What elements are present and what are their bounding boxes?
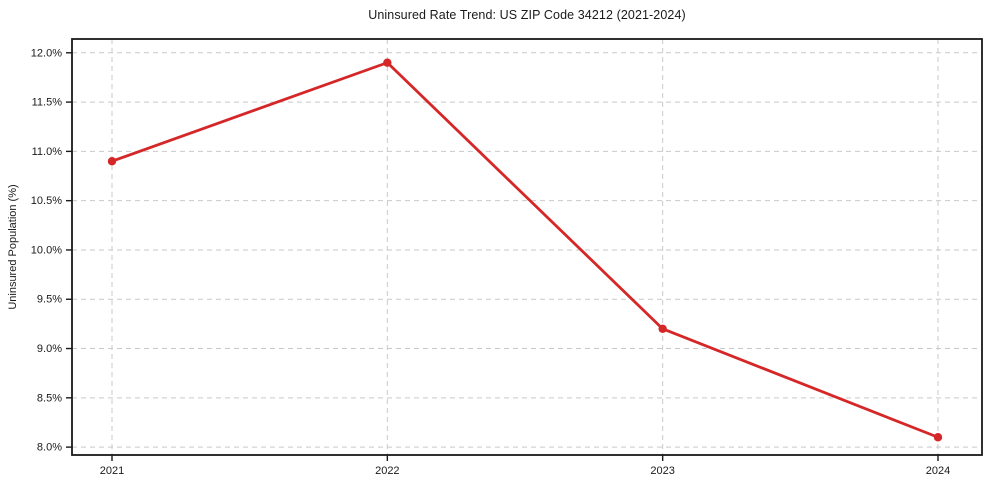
data-point xyxy=(658,324,667,334)
chart-title: Uninsured Rate Trend: US ZIP Code 34212 … xyxy=(368,8,686,22)
data-point xyxy=(107,157,117,166)
y-tick-label: 10.0% xyxy=(31,244,62,256)
y-tick-label: 11.0% xyxy=(32,146,63,158)
y-tick-label: 9.0% xyxy=(37,343,62,355)
y-tick-label: 11.5% xyxy=(32,97,63,109)
y-tick-label: 9.5% xyxy=(37,294,62,306)
x-tick-label: 2021 xyxy=(100,465,124,477)
y-tick-label: 10.5% xyxy=(31,195,62,207)
x-tick-label: 2023 xyxy=(650,465,674,477)
x-tick-label: 2024 xyxy=(926,465,950,477)
y-tick-label: 8.5% xyxy=(37,392,62,404)
y-tick-label: 8.0% xyxy=(37,442,62,454)
data-point xyxy=(933,433,943,442)
x-tick-label: 2022 xyxy=(375,465,399,477)
data-point xyxy=(383,58,392,67)
plot-border xyxy=(71,38,983,456)
y-tick-label: 12.0% xyxy=(31,47,62,59)
trend-line xyxy=(110,61,940,439)
